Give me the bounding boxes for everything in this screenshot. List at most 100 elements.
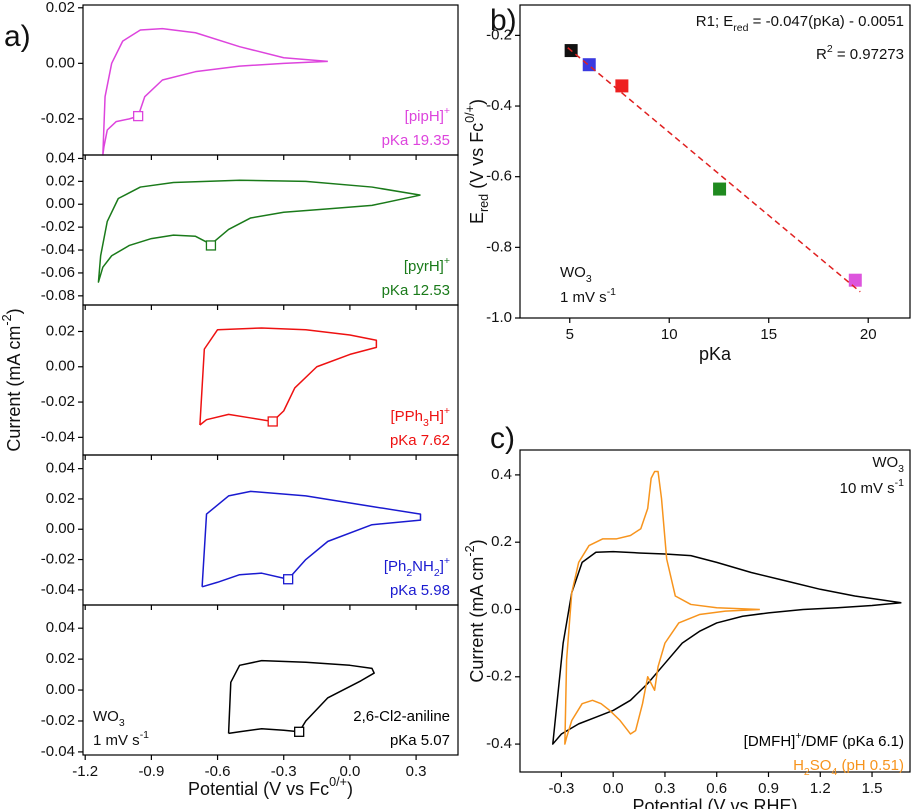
- curve-label-part: 2: [434, 567, 440, 579]
- ered-marker: [205, 240, 217, 251]
- y-tick-label: -0.02: [41, 712, 75, 729]
- curve-label: pKa 5.98: [390, 582, 450, 599]
- y-tick-label: 0.02: [46, 0, 75, 16]
- curve-label: pKa 5.07: [390, 732, 450, 749]
- y-tick-label: -0.04: [41, 241, 75, 258]
- annotation-part: 3: [119, 717, 125, 729]
- curve-label: pKa 19.35: [382, 132, 450, 149]
- plot-frame: [519, 449, 911, 773]
- legend-entry-part: /DMF (pKa 6.1): [801, 733, 904, 750]
- y-tick-label: -0.2: [486, 26, 512, 43]
- cv-curve: [552, 550, 902, 745]
- curve-label: [pipH]+: [405, 105, 450, 125]
- annotation-part: 2: [827, 43, 833, 55]
- y-tick-label: -0.4: [486, 735, 512, 752]
- y-tick-label: 0.00: [46, 54, 75, 71]
- panel-letter: a): [4, 20, 31, 53]
- cv-curve: [201, 490, 422, 588]
- y-axis-title-part: ): [467, 539, 487, 545]
- legend-entry-part: H: [793, 757, 804, 774]
- curve-label-part: [pyrH]: [404, 258, 444, 275]
- x-axis-title: Potential (V vs RHE): [632, 796, 797, 809]
- x-tick-label: 0.3: [655, 780, 676, 797]
- y-tick-label: -0.8: [486, 238, 512, 255]
- x-axis-title-part: Potential (V vs Fc: [188, 779, 329, 799]
- y-tick-label: -1.0: [486, 309, 512, 326]
- curve-label-part: [pipH]: [405, 108, 444, 125]
- y-tick-label: -0.04: [41, 428, 75, 445]
- cv-curve: [227, 659, 375, 735]
- plot-frame: [82, 604, 459, 756]
- curve-label-part: +: [444, 405, 450, 417]
- point: [848, 273, 862, 287]
- annotation-part: WO: [872, 454, 898, 471]
- annotation-part: 1 mV s: [93, 732, 140, 749]
- y-axis-title: Ered (V vs Fc0/+): [463, 99, 491, 224]
- cv-curve: [199, 327, 378, 426]
- x-tick-label: -0.9: [138, 763, 164, 780]
- curve-label-part: [PPh: [390, 408, 423, 425]
- x-tick-label: 0.3: [406, 763, 427, 780]
- y-axis-title-part: -2: [0, 314, 14, 325]
- y-tick-label: 0.0: [491, 600, 512, 617]
- y-tick-label: 0.02: [46, 650, 75, 667]
- y-tick-label: 0.02: [46, 322, 75, 339]
- legend-entry: [DMFH]+/DMF (pKa 6.1): [744, 730, 904, 750]
- x-tick-label: 0.0: [339, 763, 360, 780]
- curve-label-part: ]: [440, 558, 444, 575]
- annotation-part: 3: [586, 273, 592, 285]
- x-tick-label: -0.3: [548, 780, 574, 797]
- y-tick-label: -0.6: [486, 168, 512, 185]
- y-axis-title-part: -2: [463, 545, 477, 556]
- ered-marker: [282, 574, 294, 585]
- annotation-part: 10 mV s: [840, 480, 895, 497]
- curve-label: [PPh3H]+: [390, 405, 450, 429]
- y-axis-title-part: (V vs Fc: [467, 123, 487, 194]
- x-axis-title-part: 0/+: [329, 775, 347, 789]
- y-axis-title-part: Current (mA cm: [467, 557, 487, 683]
- x-tick-label: 0.6: [706, 780, 727, 797]
- y-tick-label: 0.2: [491, 533, 512, 550]
- x-tick-label: 0.0: [603, 780, 624, 797]
- x-tick-label: 1.5: [862, 780, 883, 797]
- y-tick-label: 0.00: [46, 358, 75, 375]
- cv-curve: [97, 179, 421, 283]
- y-tick-label: -0.02: [41, 393, 75, 410]
- legend-entry-part: 4: [831, 766, 837, 778]
- annotation-part: -1: [895, 477, 904, 489]
- annotation-part: -1: [140, 729, 149, 741]
- y-tick-label: -0.2: [486, 668, 512, 685]
- y-tick-label: -0.08: [41, 287, 75, 304]
- cv-curve: [102, 27, 328, 156]
- curve-label: [Ph2NH2]+: [384, 555, 450, 579]
- y-axis-title-part: 0/+: [463, 105, 477, 123]
- curve-label-part: [Ph: [384, 558, 407, 575]
- y-tick-label: 0.02: [46, 490, 75, 507]
- annotation: R1; Ered = -0.047(pKa) - 0.0051: [696, 13, 904, 34]
- y-tick-label: 0.02: [46, 172, 75, 189]
- legend-entry-part: SO: [810, 757, 832, 774]
- curve-label: pKa 12.53: [382, 282, 450, 299]
- annotation-part: 3: [898, 463, 904, 475]
- annotation-part: red: [733, 22, 748, 34]
- annotation: WO3: [93, 708, 125, 729]
- y-axis-title-part: ): [467, 99, 487, 105]
- y-tick-label: 0.00: [46, 681, 75, 698]
- x-tick-label: 10: [661, 326, 678, 343]
- annotation: R2 = 0.97273: [816, 43, 904, 63]
- annotation-part: WO: [560, 264, 586, 281]
- curve-label: pKa 7.62: [390, 432, 450, 449]
- y-tick-label: -0.04: [41, 581, 75, 598]
- y-tick-label: 0.04: [46, 460, 75, 477]
- y-axis-title-part: red: [477, 194, 491, 212]
- fit-line: [567, 47, 861, 293]
- annotation-part: 1 mV s: [560, 289, 607, 306]
- y-tick-label: 0.04: [46, 619, 75, 636]
- x-tick-label: -1.2: [72, 763, 98, 780]
- plot-frame: [519, 4, 911, 319]
- legend-entry-part: [DMFH]: [744, 733, 796, 750]
- annotation: 10 mV s-1: [840, 477, 905, 497]
- curve-label-part: +: [444, 255, 450, 267]
- curve-label-part: 2: [406, 567, 412, 579]
- curve-label: 2,6-Cl2-aniline: [353, 708, 450, 725]
